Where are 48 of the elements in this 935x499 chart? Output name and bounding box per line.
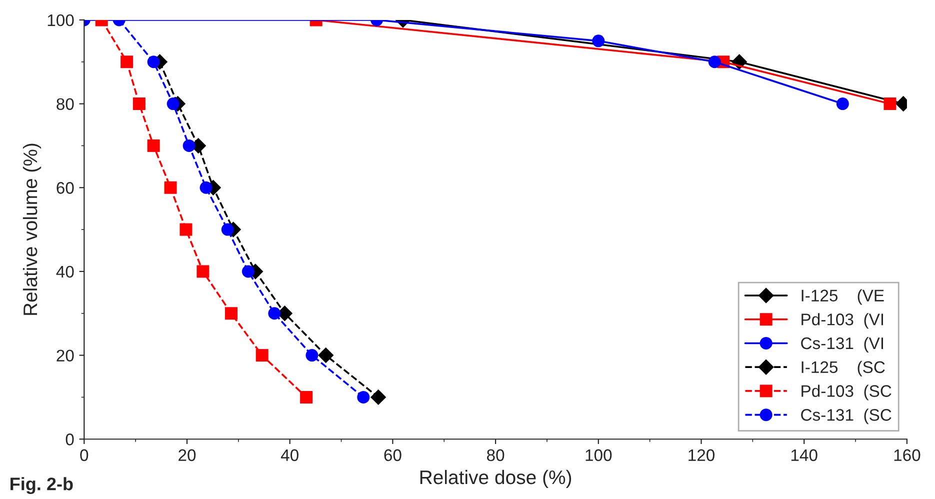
point	[370, 389, 386, 406]
point	[120, 56, 134, 68]
point	[200, 181, 212, 194]
caption: Fig. 2-b	[10, 477, 73, 494]
x-axis-title: Relative dose (%)	[420, 470, 572, 488]
y-tick-label: 80	[56, 98, 74, 110]
point	[147, 56, 160, 68]
legend-label: I-125 (VE	[802, 289, 884, 305]
point	[221, 223, 234, 236]
y-axis-title: Relative volume (%)	[22, 144, 42, 315]
point	[256, 349, 268, 362]
x-tick-label: 20	[178, 449, 196, 462]
legend-label: Cs-131 (VI	[801, 336, 883, 353]
point	[182, 139, 196, 152]
legend-label: I-125 (SC	[802, 360, 885, 376]
y-tick-label: 40	[56, 266, 74, 278]
x-tick-label: 100	[586, 449, 612, 462]
x-tick-label: 120	[688, 449, 715, 462]
legend-label: Pd-103 (SC	[802, 384, 892, 400]
y-tick-label: 20	[56, 350, 74, 362]
point	[884, 98, 896, 110]
legend-label: Cs-131 (SC	[801, 408, 892, 424]
x-tick-label: 160	[894, 449, 920, 462]
x-tick-label: 80	[487, 449, 504, 462]
x-tick-label: 40	[280, 449, 298, 462]
x-tick-label: 140	[791, 449, 818, 462]
point	[357, 390, 370, 404]
legend-label: Pd-103 (VI	[802, 313, 884, 329]
point	[708, 56, 721, 68]
point	[592, 34, 605, 48]
point	[164, 181, 177, 194]
point	[306, 349, 318, 362]
point	[268, 307, 281, 320]
x-tick-label: 60	[384, 449, 402, 462]
y-tick-label: 0	[66, 434, 74, 446]
y-tick-label: 100	[48, 14, 74, 26]
point	[318, 347, 334, 364]
point	[242, 265, 254, 278]
point	[166, 98, 180, 110]
point	[224, 307, 238, 320]
point	[147, 139, 160, 152]
point	[836, 98, 849, 110]
point	[180, 223, 192, 236]
y-tick-label: 60	[56, 182, 74, 194]
point	[196, 265, 210, 278]
point	[132, 98, 146, 110]
x-tick-label: 0	[80, 449, 88, 462]
point	[300, 390, 313, 404]
